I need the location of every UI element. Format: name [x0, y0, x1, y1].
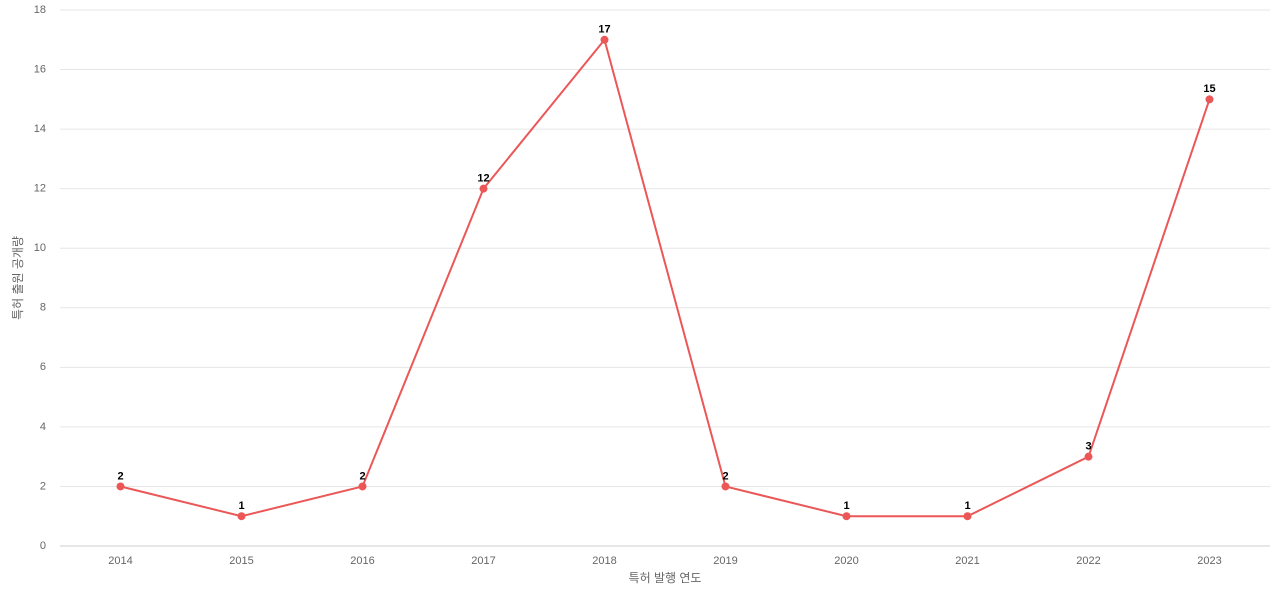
y-tick-label: 18	[34, 4, 46, 16]
y-axis-label: 특허 출원 공개량	[11, 236, 25, 320]
value-label: 2	[359, 470, 365, 482]
y-tick-label: 8	[40, 302, 46, 314]
value-label: 17	[598, 24, 610, 36]
x-tick-label: 2021	[955, 555, 979, 567]
value-label: 1	[964, 500, 970, 512]
point	[479, 184, 488, 193]
x-axis-label: 특허 발행 연도	[629, 570, 702, 585]
value-label: 15	[1203, 83, 1215, 95]
y-tick-label: 12	[34, 183, 46, 195]
value-label: 2	[117, 470, 123, 482]
point	[963, 512, 972, 521]
y-tick-label: 0	[40, 540, 46, 552]
y-tick-label: 2	[40, 480, 46, 492]
point	[600, 35, 609, 44]
point	[1084, 452, 1093, 461]
x-tick-label: 2018	[592, 555, 616, 567]
value-label: 12	[477, 173, 489, 185]
x-tick-label: 2014	[108, 555, 132, 567]
point	[721, 482, 730, 491]
y-tick-label: 6	[40, 361, 46, 373]
value-label: 1	[238, 500, 244, 512]
value-label: 2	[722, 470, 728, 482]
x-tick-label: 2023	[1197, 555, 1221, 567]
point	[1205, 95, 1214, 104]
line	[120, 37, 1211, 518]
value-label: 1	[843, 500, 849, 512]
y-tick-label: 4	[40, 421, 46, 433]
y-tick-label: 10	[34, 242, 46, 254]
x-tick-label: 2015	[229, 555, 253, 567]
point	[237, 512, 246, 521]
point	[842, 512, 851, 521]
y-tick-label: 14	[34, 123, 46, 135]
point	[116, 482, 125, 491]
x-tick-label: 2022	[1076, 555, 1100, 567]
point	[358, 482, 367, 491]
x-tick-label: 2020	[834, 555, 858, 567]
x-tick-label: 2019	[713, 555, 737, 567]
value-label: 3	[1085, 441, 1091, 453]
y-tick-label: 16	[34, 63, 46, 75]
x-tick-label: 2017	[471, 555, 495, 567]
x-tick-label: 2016	[350, 555, 374, 567]
